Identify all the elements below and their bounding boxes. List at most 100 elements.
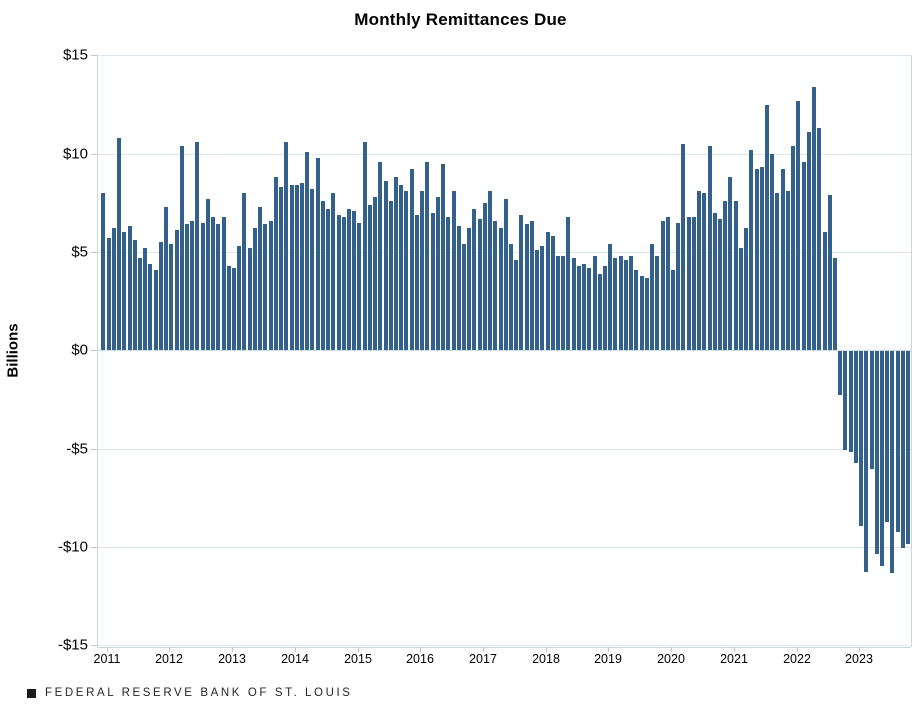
bar xyxy=(368,204,372,351)
bar xyxy=(222,216,226,351)
bar xyxy=(901,351,905,548)
gridline xyxy=(97,645,911,646)
bar xyxy=(128,226,132,351)
bar xyxy=(258,206,262,351)
x-axis-tick xyxy=(483,647,484,652)
bar xyxy=(164,206,168,351)
bar xyxy=(290,185,294,351)
bar xyxy=(728,177,732,351)
plot-frame xyxy=(97,55,98,647)
bar xyxy=(849,351,853,452)
bar xyxy=(624,259,628,351)
bar xyxy=(608,244,612,351)
x-axis-tick xyxy=(546,647,547,652)
bar xyxy=(593,255,597,351)
x-tick-label: 2017 xyxy=(469,652,497,666)
bar xyxy=(812,86,816,351)
source-square-icon xyxy=(27,688,36,698)
x-axis-tick xyxy=(358,647,359,652)
bar xyxy=(739,248,743,351)
bar xyxy=(394,177,398,351)
bar xyxy=(828,194,832,351)
bar xyxy=(347,208,351,351)
bar xyxy=(446,216,450,351)
bar xyxy=(337,214,341,351)
bar xyxy=(352,210,356,351)
bar xyxy=(441,163,445,351)
bar xyxy=(253,228,257,351)
bar xyxy=(467,228,471,351)
bar xyxy=(833,257,837,351)
bar xyxy=(509,244,513,351)
bar xyxy=(148,263,152,351)
bar xyxy=(749,149,753,351)
bar xyxy=(676,222,680,351)
bar xyxy=(321,200,325,351)
bar xyxy=(723,200,727,351)
bar xyxy=(645,277,649,351)
bar xyxy=(661,220,665,351)
bar xyxy=(702,193,706,351)
bar xyxy=(650,244,654,351)
bar xyxy=(384,181,388,351)
bar xyxy=(744,228,748,351)
bar xyxy=(232,267,236,351)
y-tick-label: -$10 xyxy=(57,538,88,556)
bar xyxy=(770,153,774,351)
bar xyxy=(478,218,482,351)
bar xyxy=(796,100,800,351)
x-axis-tick xyxy=(734,647,735,652)
bar xyxy=(331,193,335,351)
bar xyxy=(310,189,314,351)
bar xyxy=(159,242,163,351)
bar xyxy=(211,216,215,351)
bar xyxy=(227,265,231,351)
bar xyxy=(598,273,602,351)
bar xyxy=(483,202,487,351)
bar xyxy=(452,191,456,351)
bar xyxy=(786,191,790,351)
bar xyxy=(890,351,894,574)
source-text: FEDERAL RESERVE BANK OF ST. LOUIS xyxy=(45,687,353,699)
bar xyxy=(906,351,910,544)
bar xyxy=(561,255,565,351)
bar xyxy=(316,157,320,351)
bar xyxy=(640,275,644,351)
bar xyxy=(629,255,633,351)
bar xyxy=(342,216,346,351)
bar xyxy=(870,351,874,470)
x-tick-label: 2013 xyxy=(218,652,246,666)
bar xyxy=(734,200,738,351)
bar xyxy=(864,351,868,572)
bar xyxy=(107,238,111,351)
bar xyxy=(326,208,330,351)
bar xyxy=(781,169,785,351)
bar xyxy=(389,200,393,351)
bar xyxy=(436,196,440,351)
gridline xyxy=(97,547,911,548)
x-axis-tick xyxy=(671,647,672,652)
y-tick-label: $0 xyxy=(71,341,88,359)
bar xyxy=(117,137,121,351)
bar xyxy=(363,141,367,351)
bar xyxy=(472,208,476,351)
x-tick-label: 2022 xyxy=(783,652,811,666)
bar xyxy=(802,161,806,351)
bar xyxy=(242,193,246,351)
x-tick-label: 2014 xyxy=(281,652,309,666)
bar xyxy=(357,222,361,351)
x-axis-tick xyxy=(295,647,296,652)
bar xyxy=(556,255,560,351)
bar xyxy=(807,132,811,351)
x-axis-tick xyxy=(107,647,108,652)
x-tick-label: 2019 xyxy=(594,652,622,666)
bar xyxy=(854,351,858,464)
bar xyxy=(175,230,179,351)
bar xyxy=(619,255,623,351)
bar xyxy=(457,226,461,351)
bar xyxy=(718,218,722,351)
bar xyxy=(885,351,889,523)
x-tick-label: 2016 xyxy=(406,652,434,666)
